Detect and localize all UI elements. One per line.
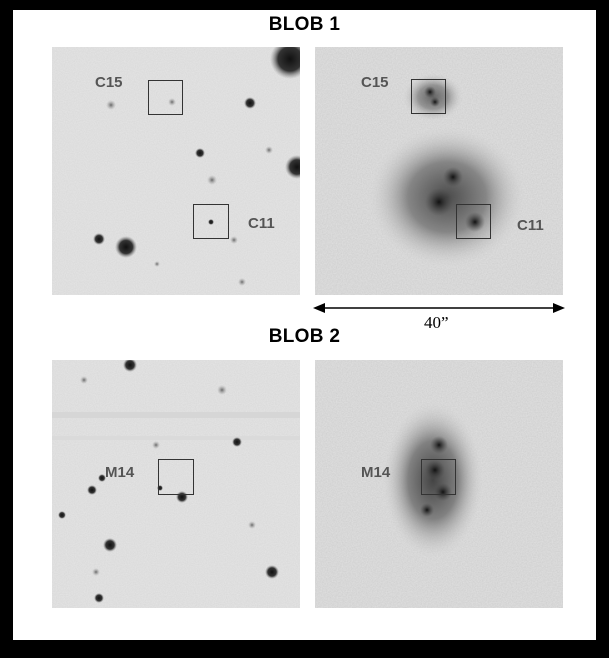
c15-label-left: C15 xyxy=(95,74,123,91)
m14-box-right xyxy=(421,459,456,495)
c11-box-left xyxy=(193,204,229,239)
blob1-lyman-alpha-image: C15 C11 xyxy=(315,47,563,295)
c15-box-left xyxy=(148,80,183,115)
scale-bar-label: 40” xyxy=(424,313,449,332)
blob2-title: BLOB 2 xyxy=(268,326,341,347)
c15-box-right xyxy=(411,79,446,114)
c15-label-right: C15 xyxy=(361,74,389,91)
m14-label-left: M14 xyxy=(105,464,135,481)
figure-frame: BLOB 1 C15 C11 xyxy=(13,10,596,640)
blob1-title: BLOB 1 xyxy=(268,14,341,35)
c11-label-left: C11 xyxy=(248,215,275,232)
blob2-lyman-alpha-image: M14 xyxy=(315,360,563,608)
m14-label-right: M14 xyxy=(361,464,391,481)
m14-box-left xyxy=(158,459,194,495)
blob1-broadband-image: C15 C11 xyxy=(52,47,300,295)
scale-bar-arrow xyxy=(313,303,565,313)
blob2-broadband-image: M14 xyxy=(52,360,300,608)
c11-box-right xyxy=(456,204,491,239)
c11-label-right: C11 xyxy=(517,217,544,234)
